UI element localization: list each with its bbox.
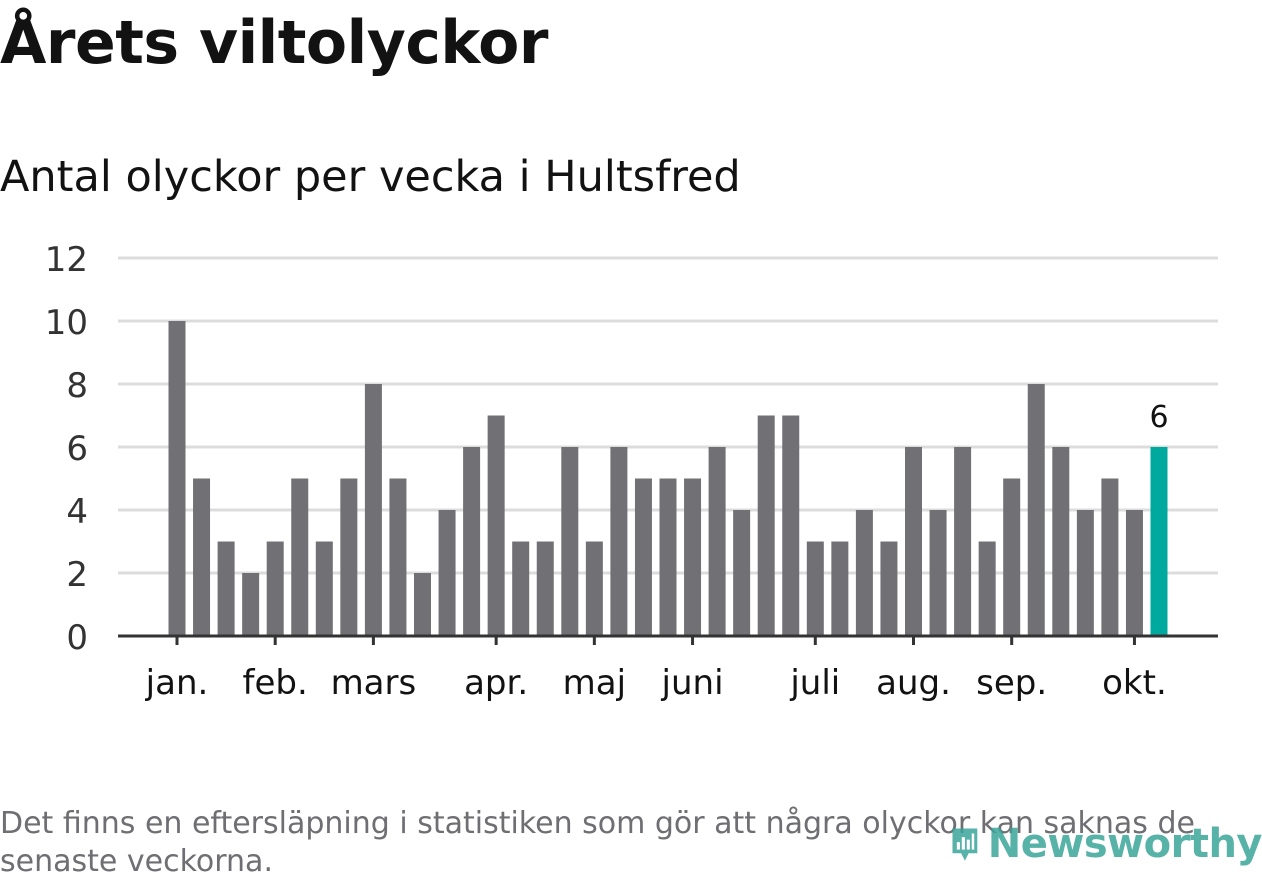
bar	[463, 447, 481, 636]
newsworthy-logo: Newsworthy	[950, 812, 1262, 876]
x-tick-label: juni	[661, 663, 724, 703]
bar	[855, 510, 873, 636]
bar	[782, 415, 800, 636]
bar	[168, 321, 186, 636]
x-tick-label: mars	[331, 663, 417, 703]
bar	[733, 510, 751, 636]
bar	[708, 447, 726, 636]
y-tick-label: 0	[66, 618, 88, 658]
bar	[291, 478, 309, 636]
bar	[1003, 478, 1021, 636]
bar	[1125, 510, 1143, 636]
x-tick-label: apr.	[464, 663, 528, 703]
bar-chart-pin-icon	[952, 828, 978, 861]
brand-name: Newsworthy	[987, 821, 1262, 867]
x-tick-label: feb.	[243, 663, 308, 703]
bar	[905, 447, 922, 636]
bar	[389, 478, 407, 636]
y-tick-label: 12	[45, 240, 88, 280]
bar	[806, 541, 824, 636]
bar	[512, 541, 530, 636]
bar	[831, 541, 849, 636]
x-tick-label: jan.	[145, 663, 209, 703]
bar-chart: 0 2 4 6 8 10 12 jan. feb. mars apr. maj juni juli aug…	[45, 240, 1218, 703]
bar	[585, 541, 603, 636]
bar	[315, 541, 333, 636]
footnote: Det finns en eftersläpning i statistiken…	[0, 806, 1195, 879]
bar	[1027, 384, 1045, 636]
bar	[684, 478, 702, 636]
bar	[757, 415, 775, 636]
x-tick-label: juli	[789, 663, 840, 703]
x-tick-label: okt.	[1102, 663, 1167, 703]
bar	[954, 447, 972, 636]
bar	[217, 541, 235, 636]
x-tick-label: sep.	[976, 663, 1047, 703]
y-tick-label: 2	[66, 555, 88, 595]
bar	[438, 510, 456, 636]
bars	[168, 321, 1168, 636]
bar	[536, 541, 554, 636]
x-axis: jan. feb. mars apr. maj juni juli aug. sep. okt.	[118, 634, 1218, 703]
y-axis-ticks: 0 2 4 6 8 10 12	[45, 240, 88, 658]
bar	[193, 478, 211, 636]
bar	[880, 541, 898, 636]
bar-highlight	[1150, 447, 1168, 636]
bar	[340, 478, 358, 636]
bar	[1076, 510, 1094, 636]
data-labels: 6	[1149, 400, 1168, 435]
bar	[1101, 478, 1119, 636]
bar	[978, 541, 996, 636]
bar	[364, 384, 382, 636]
bar	[634, 478, 652, 636]
chart-subtitle: Antal olyckor per vecka i Hultsfred	[0, 152, 741, 202]
bar	[659, 478, 677, 636]
bar	[242, 573, 260, 636]
bar	[561, 447, 579, 636]
bar	[1052, 447, 1070, 636]
x-tick-label: maj	[563, 663, 626, 703]
y-tick-label: 8	[66, 366, 88, 406]
bar	[610, 447, 628, 636]
bar	[487, 415, 505, 636]
bar	[929, 510, 947, 636]
bar	[266, 541, 284, 636]
y-tick-label: 4	[66, 492, 88, 532]
y-tick-label: 6	[66, 429, 88, 469]
data-label: 6	[1149, 400, 1168, 435]
chart-title: Årets viltolyckor	[0, 8, 549, 78]
y-tick-label: 10	[45, 303, 88, 343]
x-tick-label: aug.	[876, 663, 951, 703]
bar	[414, 573, 431, 636]
